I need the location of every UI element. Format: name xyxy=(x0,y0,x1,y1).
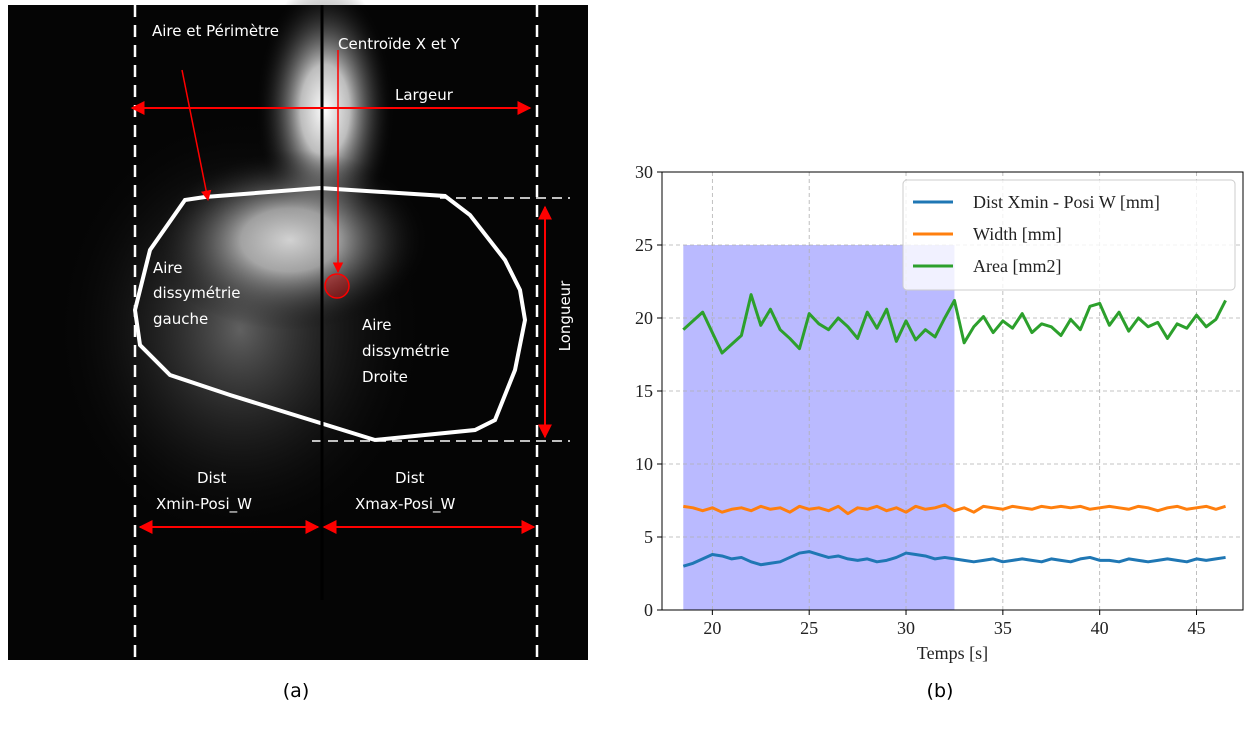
line-series xyxy=(682,293,1227,355)
caption: (b) xyxy=(927,680,954,702)
contour xyxy=(132,185,528,443)
y-tick-label: 15 xyxy=(635,381,653,401)
label: dissymétrie xyxy=(153,284,240,302)
x-tick-label: 45 xyxy=(1188,618,1206,638)
line-series xyxy=(683,503,1227,516)
label: gauche xyxy=(153,310,208,328)
shaded-span xyxy=(683,245,955,610)
y-tick-label: 0 xyxy=(644,600,653,620)
label: Dist xyxy=(197,469,227,487)
legend-label: Area [mm2] xyxy=(973,256,1061,276)
line-series xyxy=(682,550,1226,568)
label: Xmax-Posi_W xyxy=(355,495,456,514)
area-arrow xyxy=(181,69,212,202)
x-tick-label: 40 xyxy=(1091,618,1109,638)
x-tick-label: 25 xyxy=(800,618,818,638)
x-tick-label: 30 xyxy=(897,618,915,638)
centroid-marker xyxy=(324,273,350,299)
panel-a: Aire et Périmètre Centroïde X et Y Large… xyxy=(8,0,588,665)
caption: (a) xyxy=(283,680,309,702)
y-tick-label: 30 xyxy=(635,162,653,182)
y-tick-label: 10 xyxy=(635,454,653,474)
label: Aire xyxy=(362,316,392,334)
label: Centroïde X et Y xyxy=(338,35,461,53)
label: Longueur xyxy=(556,280,574,352)
legend-box xyxy=(902,179,1236,291)
legend-label: Width [mm] xyxy=(973,224,1062,244)
y-tick-label: 25 xyxy=(635,235,653,255)
x-axis-label: Temps [s] xyxy=(917,643,988,663)
y-tick-label: 5 xyxy=(644,527,653,547)
label: Largeur xyxy=(395,86,454,104)
legend: Dist Xmin - Posi W [mm] Width [mm] Area [m… xyxy=(902,179,1236,291)
y-tick-label: 20 xyxy=(635,308,653,328)
label: Aire et Périmètre xyxy=(152,22,279,40)
label: Xmin-Posi_W xyxy=(156,495,252,514)
x-tick-label: 20 xyxy=(703,618,721,638)
legend-label: Dist Xmin - Posi W [mm] xyxy=(973,192,1160,212)
pool-glow xyxy=(150,150,430,330)
label: Dist xyxy=(395,469,425,487)
label: Aire xyxy=(153,259,183,277)
label: dissymétrie xyxy=(362,342,449,360)
plot-frame xyxy=(661,171,1244,611)
chart: 0 5 10 15 20 25 30 20 25 30 35 40 45 Temps [s] Dist Xm… xyxy=(635,162,1244,663)
x-tick-label: 35 xyxy=(994,618,1012,638)
label: Droite xyxy=(362,368,408,386)
